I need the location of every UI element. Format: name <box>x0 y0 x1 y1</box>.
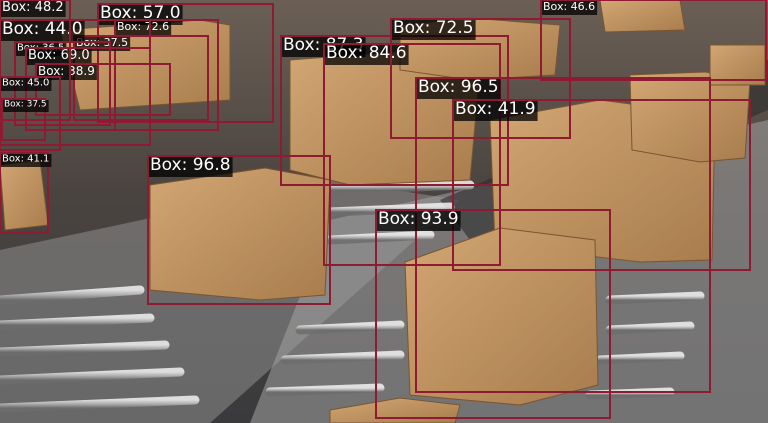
bounding-box <box>415 77 711 393</box>
label-background <box>1 154 52 167</box>
bounding-box <box>0 76 61 151</box>
detection-label: Box: 41.1 <box>2 153 49 164</box>
detection: Box: 72.5 <box>390 18 571 139</box>
label-background <box>325 45 409 65</box>
bounding-box <box>147 155 331 305</box>
detection-label: Box: 38.9 <box>38 64 95 78</box>
bounding-box <box>375 209 611 419</box>
detection-label: Box: 96.8 <box>150 155 231 175</box>
detection-label: Box: 45.0 <box>2 77 49 88</box>
detection-label: Box: 37.5 <box>4 100 47 110</box>
bounding-box <box>0 152 49 234</box>
label-background <box>392 20 476 40</box>
detection-label: Box: 69.0 <box>28 48 90 63</box>
label-background <box>149 157 233 177</box>
detection-label: Box: 44.0 <box>2 19 83 39</box>
detection-label: Box: 93.9 <box>378 209 459 229</box>
detection: Box: 41.1 <box>0 152 52 234</box>
detection-label: Box: 57.0 <box>100 3 181 23</box>
detection: Box: 46.6 <box>540 0 767 81</box>
detection: Box: 44.0 <box>0 19 151 146</box>
label-background <box>1 78 52 91</box>
detection-label: Box: 48.2 <box>2 0 64 15</box>
bounding-box <box>323 43 501 266</box>
detection: Box: 96.8 <box>147 155 331 305</box>
bounding-box <box>114 19 219 131</box>
detection: Box: 45.0 <box>0 76 61 151</box>
label-background <box>1 21 85 41</box>
detection: Box: 72.6 <box>114 19 219 131</box>
label-background <box>417 79 501 99</box>
bounding-box <box>540 0 767 81</box>
detection-label: Box: 41.9 <box>455 99 536 119</box>
bounding-box <box>0 19 151 146</box>
detection-label: Box: 84.6 <box>326 43 407 63</box>
label-background <box>454 101 538 121</box>
detection-label: Box: 72.6 <box>117 20 169 33</box>
label-background <box>27 49 92 65</box>
label-background <box>377 211 461 231</box>
detection-label: Box: 96.5 <box>418 77 499 97</box>
detection: Box: 93.9 <box>375 209 611 419</box>
detection: Box: 41.9 <box>452 99 751 271</box>
label-background <box>3 100 49 112</box>
label-background <box>1 1 66 17</box>
bounding-box <box>452 99 751 271</box>
detection-label: Box: 46.6 <box>543 0 595 13</box>
bounding-box <box>0 0 71 121</box>
label-background <box>116 21 172 35</box>
detection-label: Box: 72.5 <box>393 18 474 38</box>
detection: Box: 84.6 <box>323 43 501 266</box>
detection: Box: 48.2 <box>0 0 71 121</box>
detection: Box: 96.5 <box>415 77 711 393</box>
label-background <box>542 1 598 15</box>
